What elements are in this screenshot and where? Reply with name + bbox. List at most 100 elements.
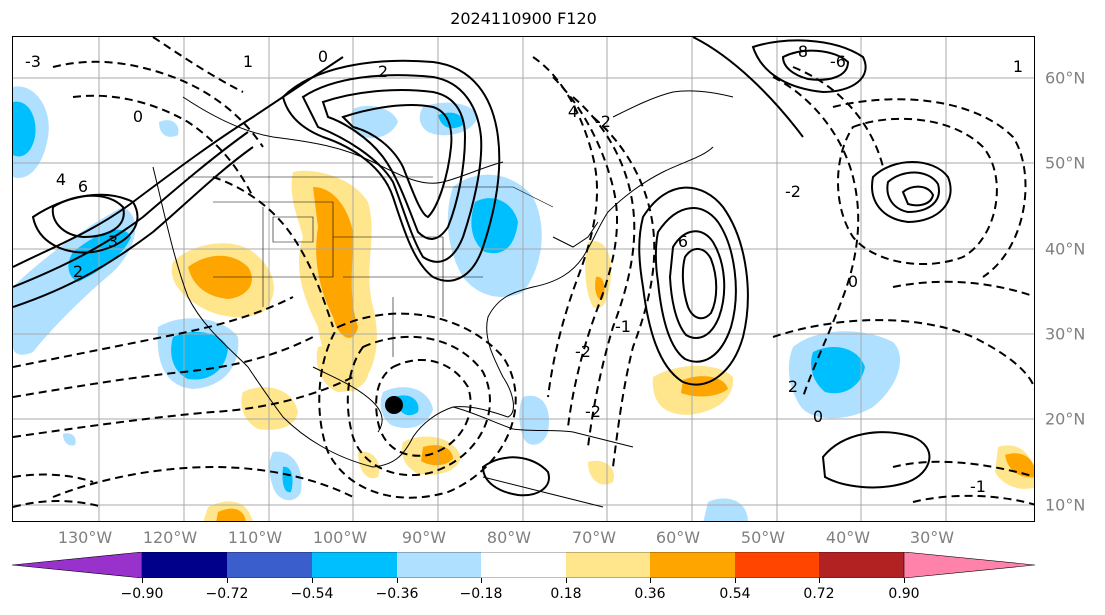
negative-anomaly-core — [68, 229, 131, 282]
contour-label: 2 — [73, 262, 83, 281]
contours-positive — [13, 37, 952, 497]
colorbar-extend-high — [903, 552, 1035, 578]
lat-label: 60°N — [1045, 68, 1086, 88]
contour-label: 0 — [133, 107, 143, 126]
contour-label: -1 — [615, 317, 631, 336]
contour-label: -1 — [970, 477, 986, 496]
contour-label: -2 — [785, 182, 801, 201]
lon-label: 30°W — [909, 528, 955, 547]
contour-label: -2 — [585, 402, 601, 421]
positive-anomaly-area — [588, 460, 614, 485]
colorbar-segment — [650, 552, 735, 578]
contour-label: -3 — [25, 52, 41, 71]
positive-anomaly-core — [216, 508, 246, 521]
colorbar-segment — [142, 552, 227, 578]
colorbar-tick-label: 0.72 — [803, 586, 835, 602]
negative-anomaly-core — [811, 347, 865, 394]
positive-anomaly-core — [188, 255, 252, 299]
colorbar-tick-label: −0.90 — [120, 586, 164, 602]
negative-anomaly-core — [13, 101, 36, 157]
contours-negative — [13, 37, 1034, 508]
negative-anomaly-core — [471, 198, 518, 254]
storm-marker — [385, 396, 403, 414]
contour-label: 8 — [798, 42, 808, 61]
contour-label: 4 — [56, 170, 66, 189]
contour-label: -6 — [830, 52, 846, 71]
contour-label: 1 — [1013, 57, 1023, 76]
lon-label: 90°W — [401, 528, 447, 547]
colorbar-tick — [227, 578, 228, 583]
contour-label: -2 — [595, 112, 611, 131]
contour-label: 6 — [678, 232, 688, 251]
colorbar-segment — [312, 552, 397, 578]
lat-label: 30°N — [1045, 324, 1086, 344]
colorbar-tick — [650, 578, 651, 583]
contour-label: 1 — [243, 52, 253, 71]
contour-label: 0 — [318, 47, 328, 66]
colorbar-tick — [904, 578, 905, 583]
contour-label: 2 — [378, 62, 388, 81]
colorbar-tick — [481, 578, 482, 583]
lon-label: 70°W — [571, 528, 617, 547]
positive-anomaly-core — [313, 187, 358, 338]
colorbar-segment — [566, 552, 650, 578]
negative-anomaly-area — [703, 498, 748, 521]
positive-anomaly-area — [585, 241, 612, 309]
lon-label: 60°W — [655, 528, 701, 547]
negative-anomaly-area — [63, 433, 76, 446]
colorbar-segment — [227, 552, 312, 578]
colorbar-tick-label: −0.36 — [375, 586, 419, 602]
colorbar-segment — [481, 552, 566, 578]
contour-label: 0 — [848, 272, 858, 291]
colorbar-extend-low — [12, 552, 143, 578]
colorbar-tick — [566, 578, 567, 583]
colorbar-tick-label: −0.18 — [459, 586, 503, 602]
contour-label: 6 — [78, 177, 88, 196]
contour-label: 0 — [813, 407, 823, 426]
colorbar-tick-label: −0.72 — [205, 586, 249, 602]
colorbar-tick-label: 0.90 — [888, 586, 920, 602]
map-panel[interactable]: 0 2 4 6 8 -1 -2 -3 3 2 0 6 1 -1 4 2 0 -6… — [12, 36, 1035, 522]
colorbar-tick-label: −0.54 — [290, 586, 334, 602]
positive-anomaly-core — [421, 445, 453, 466]
colorbar-tick — [735, 578, 736, 583]
contour-label: 3 — [108, 232, 118, 251]
lon-label: 50°W — [740, 528, 786, 547]
positive-anomaly-core — [681, 376, 728, 397]
plot-title: 2024110900 F120 — [450, 9, 597, 28]
positive-anomaly-area — [316, 345, 369, 392]
positive-anomaly-area — [358, 451, 380, 479]
colorbar-tick — [312, 578, 313, 583]
lon-label: 40°W — [825, 528, 871, 547]
colorbar-tick-label: 0.36 — [634, 586, 666, 602]
map-svg: 0 2 4 6 8 -1 -2 -3 3 2 0 6 1 -1 4 2 0 -6… — [13, 37, 1034, 521]
shading-layer — [13, 86, 1034, 521]
lon-label: 110°W — [227, 528, 283, 547]
lon-label: 130°W — [57, 528, 113, 547]
lat-label: 40°N — [1045, 239, 1086, 259]
negative-anomaly-core — [438, 112, 464, 129]
graticule — [13, 37, 1034, 521]
contour-label: 4 — [568, 102, 578, 121]
colorbar-tick-label: 0.18 — [550, 586, 582, 602]
colorbar-segment — [397, 552, 481, 578]
negative-anomaly-area — [519, 395, 549, 445]
lon-label: 80°W — [486, 528, 532, 547]
colorbar-tick — [397, 578, 398, 583]
colorbar-segment — [735, 552, 819, 578]
lat-label: 50°N — [1045, 153, 1086, 173]
colorbar — [12, 552, 1035, 578]
positive-anomaly-core — [1005, 453, 1034, 478]
lat-label: 20°N — [1045, 409, 1086, 429]
colorbar-segment — [819, 552, 904, 578]
colorbar-tick-label: 0.54 — [719, 586, 751, 602]
colorbar-tick — [819, 578, 820, 583]
lat-label: 10°N — [1045, 495, 1086, 515]
lon-label: 120°W — [142, 528, 198, 547]
colorbar-tick — [142, 578, 143, 583]
contour-labels: 0 2 4 6 8 -1 -2 -3 3 2 0 6 1 -1 4 2 0 -6… — [25, 42, 1023, 496]
lon-label: 100°W — [312, 528, 368, 547]
negative-anomaly-area — [159, 120, 179, 137]
contour-label: -2 — [575, 342, 591, 361]
contour-label: 2 — [788, 377, 798, 396]
